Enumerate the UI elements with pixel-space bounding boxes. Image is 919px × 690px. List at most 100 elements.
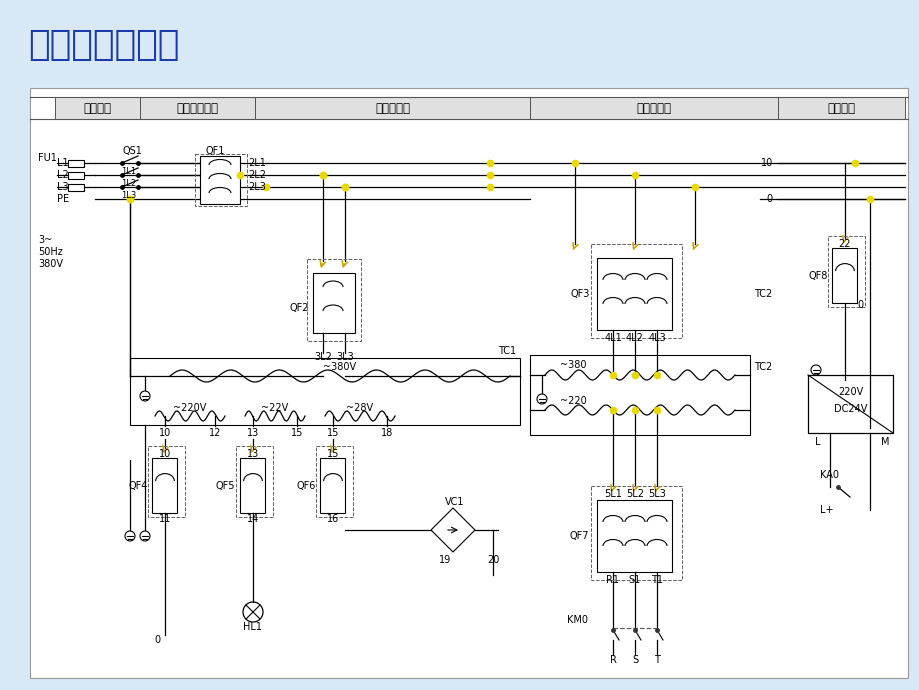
- Text: 3L2: 3L2: [313, 352, 332, 362]
- Text: 1L2: 1L2: [121, 179, 136, 188]
- Bar: [68, 159, 84, 166]
- Text: ~380: ~380: [560, 360, 586, 370]
- Text: QF6: QF6: [296, 480, 315, 491]
- Bar: [807, 375, 892, 433]
- Text: 1L3: 1L3: [121, 190, 137, 199]
- Text: 5L3: 5L3: [647, 489, 665, 499]
- Bar: [591, 244, 682, 338]
- Bar: [68, 184, 84, 190]
- Bar: [777, 97, 904, 119]
- Text: 3L3: 3L3: [335, 352, 354, 362]
- Bar: [195, 154, 246, 206]
- Text: QF8: QF8: [807, 270, 826, 281]
- Text: 驱动变压器: 驱动变压器: [636, 101, 671, 115]
- Text: ~28V: ~28V: [346, 403, 373, 413]
- Text: 0: 0: [766, 194, 772, 204]
- Bar: [153, 458, 177, 513]
- Text: 15: 15: [290, 428, 303, 438]
- Bar: [316, 446, 353, 517]
- Text: L+: L+: [819, 505, 833, 515]
- Text: ~220V: ~220V: [173, 403, 207, 413]
- Text: 18: 18: [380, 428, 392, 438]
- Text: 14: 14: [246, 514, 259, 524]
- Text: R: R: [609, 655, 616, 665]
- Bar: [307, 259, 360, 341]
- Text: TC1: TC1: [497, 346, 516, 356]
- Text: 19: 19: [438, 555, 450, 565]
- Text: 隔离开关: 隔离开关: [84, 101, 111, 115]
- Bar: [596, 258, 672, 330]
- Bar: [255, 97, 529, 119]
- Text: 5L2: 5L2: [625, 489, 643, 499]
- Bar: [199, 156, 240, 204]
- Text: 10: 10: [159, 449, 171, 459]
- Text: R1: R1: [606, 575, 618, 585]
- Text: 4L2: 4L2: [626, 333, 643, 343]
- Text: T: T: [653, 655, 659, 665]
- Text: 12: 12: [209, 428, 221, 438]
- Text: 0: 0: [856, 300, 862, 310]
- Bar: [320, 458, 346, 513]
- Text: TC2: TC2: [754, 289, 771, 299]
- Text: S: S: [631, 655, 638, 665]
- Bar: [591, 486, 682, 580]
- Text: L3: L3: [57, 182, 69, 192]
- Bar: [148, 446, 186, 517]
- Text: QF3: QF3: [570, 289, 589, 299]
- Text: 13: 13: [246, 449, 259, 459]
- Bar: [140, 97, 255, 119]
- Text: 3~: 3~: [38, 235, 52, 245]
- Bar: [832, 248, 857, 303]
- Text: 10: 10: [760, 158, 772, 168]
- Text: VC1: VC1: [445, 497, 464, 507]
- Text: S1: S1: [629, 575, 641, 585]
- Text: ~220: ~220: [560, 396, 586, 406]
- Bar: [68, 172, 84, 179]
- Text: 20: 20: [486, 555, 499, 565]
- Text: 220V: 220V: [837, 387, 862, 397]
- Text: ~380V: ~380V: [323, 362, 357, 372]
- Text: FU1: FU1: [38, 153, 57, 163]
- Text: QS1: QS1: [122, 146, 142, 156]
- Text: 4L1: 4L1: [604, 333, 621, 343]
- Text: QF1: QF1: [205, 146, 224, 156]
- Text: QF5: QF5: [216, 480, 235, 491]
- Text: 15: 15: [326, 449, 339, 459]
- Text: KM0: KM0: [566, 615, 587, 625]
- Text: 2L1: 2L1: [248, 158, 266, 168]
- Text: 5L1: 5L1: [604, 489, 621, 499]
- Text: T1: T1: [651, 575, 663, 585]
- Text: 11: 11: [159, 514, 171, 524]
- Bar: [529, 355, 749, 435]
- Text: 2L3: 2L3: [248, 182, 266, 192]
- Text: 1L1: 1L1: [121, 166, 136, 175]
- Text: 0: 0: [153, 635, 160, 645]
- Text: HL1: HL1: [244, 622, 262, 632]
- Bar: [30, 88, 907, 678]
- Text: QF4: QF4: [128, 480, 147, 491]
- Bar: [529, 97, 777, 119]
- Text: QF7: QF7: [570, 531, 589, 541]
- Text: 电源配置原理图: 电源配置原理图: [28, 28, 179, 62]
- Text: 50Hz: 50Hz: [38, 247, 62, 257]
- Bar: [240, 458, 266, 513]
- Text: 15: 15: [326, 428, 339, 438]
- Text: TC2: TC2: [754, 362, 771, 372]
- Text: L1: L1: [57, 158, 69, 168]
- Text: QF2: QF2: [289, 303, 309, 313]
- Text: DC24V: DC24V: [833, 404, 867, 414]
- Bar: [130, 358, 519, 425]
- Text: 2L2: 2L2: [248, 170, 266, 180]
- Bar: [596, 500, 672, 572]
- Bar: [55, 97, 140, 119]
- Bar: [312, 273, 355, 333]
- Text: 16: 16: [326, 514, 339, 524]
- Text: KA0: KA0: [819, 470, 838, 480]
- Text: 控制变压器: 控制变压器: [375, 101, 410, 115]
- Text: 22: 22: [838, 239, 850, 249]
- Text: L: L: [814, 437, 820, 447]
- Text: L2: L2: [57, 170, 69, 180]
- Text: M: M: [879, 437, 889, 447]
- Bar: [828, 236, 865, 307]
- Bar: [236, 446, 273, 517]
